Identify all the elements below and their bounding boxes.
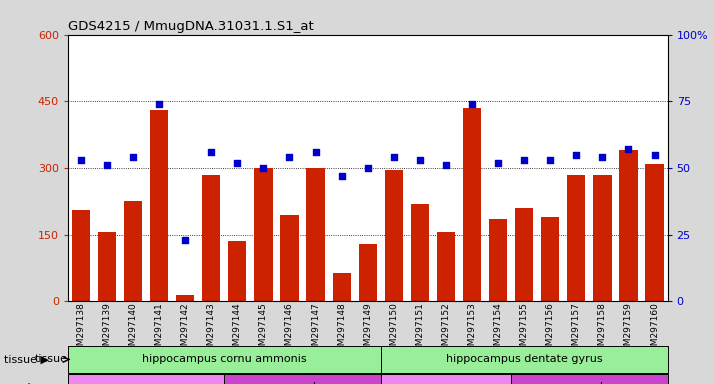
Text: GSM297140: GSM297140 bbox=[129, 302, 138, 357]
Point bbox=[493, 160, 504, 166]
Text: GSM297153: GSM297153 bbox=[468, 302, 476, 357]
Text: GSM297154: GSM297154 bbox=[493, 302, 503, 357]
Point bbox=[231, 160, 243, 166]
Text: tissue: tissue bbox=[35, 354, 68, 364]
Bar bbox=[381, 346, 668, 373]
Text: GSM297151: GSM297151 bbox=[416, 302, 424, 357]
Bar bbox=[333, 273, 351, 301]
Bar bbox=[281, 215, 298, 301]
Text: age: age bbox=[47, 382, 68, 384]
Text: young: young bbox=[428, 382, 463, 384]
Text: GSM297143: GSM297143 bbox=[207, 302, 216, 357]
Text: GSM297152: GSM297152 bbox=[441, 302, 451, 357]
Point bbox=[623, 146, 634, 152]
Text: GDS4215 / MmugDNA.31031.1.S1_at: GDS4215 / MmugDNA.31031.1.S1_at bbox=[68, 20, 313, 33]
Point bbox=[597, 154, 608, 161]
Bar bbox=[489, 219, 507, 301]
Text: GSM297156: GSM297156 bbox=[545, 302, 555, 357]
Text: GSM297139: GSM297139 bbox=[102, 302, 111, 357]
Point bbox=[336, 173, 347, 179]
Bar bbox=[150, 110, 169, 301]
Point bbox=[414, 157, 426, 163]
Bar bbox=[68, 346, 381, 373]
Point bbox=[362, 165, 373, 171]
Text: GSM297150: GSM297150 bbox=[389, 302, 398, 357]
Text: GSM297145: GSM297145 bbox=[259, 302, 268, 357]
Point bbox=[388, 154, 400, 161]
Text: GSM297138: GSM297138 bbox=[76, 302, 86, 357]
Point bbox=[206, 149, 217, 155]
Bar bbox=[98, 232, 116, 301]
Point bbox=[154, 101, 165, 107]
Text: GSM297148: GSM297148 bbox=[337, 302, 346, 357]
Point bbox=[179, 237, 191, 243]
Point bbox=[649, 152, 660, 158]
Bar bbox=[411, 204, 429, 301]
Text: GSM297158: GSM297158 bbox=[598, 302, 607, 357]
Point bbox=[441, 162, 452, 169]
Point bbox=[466, 101, 478, 107]
Bar bbox=[224, 374, 381, 384]
Bar bbox=[254, 168, 273, 301]
Bar bbox=[567, 175, 585, 301]
Text: aged: aged bbox=[575, 382, 603, 384]
Point bbox=[518, 157, 530, 163]
Text: hippocampus dentate gyrus: hippocampus dentate gyrus bbox=[446, 354, 603, 364]
Bar bbox=[593, 175, 611, 301]
Point bbox=[310, 149, 321, 155]
Bar bbox=[385, 170, 403, 301]
Text: age ▶: age ▶ bbox=[4, 382, 36, 384]
Text: hippocampus cornu ammonis: hippocampus cornu ammonis bbox=[142, 354, 306, 364]
Text: GSM297157: GSM297157 bbox=[572, 302, 580, 357]
Text: aged: aged bbox=[288, 382, 316, 384]
Text: GSM297141: GSM297141 bbox=[155, 302, 164, 357]
Bar bbox=[358, 243, 377, 301]
Bar bbox=[437, 232, 455, 301]
Text: GSM297149: GSM297149 bbox=[363, 302, 372, 357]
Bar bbox=[202, 175, 221, 301]
Point bbox=[127, 154, 139, 161]
Point bbox=[75, 157, 86, 163]
Point bbox=[545, 157, 556, 163]
Bar bbox=[71, 210, 90, 301]
Text: tissue ▶: tissue ▶ bbox=[4, 354, 49, 364]
Text: GSM297160: GSM297160 bbox=[650, 302, 659, 357]
Bar bbox=[515, 208, 533, 301]
Point bbox=[258, 165, 269, 171]
Point bbox=[101, 162, 113, 169]
Bar bbox=[619, 150, 638, 301]
Bar bbox=[463, 108, 481, 301]
Text: GSM297159: GSM297159 bbox=[624, 302, 633, 357]
Bar bbox=[511, 374, 668, 384]
Bar bbox=[306, 168, 325, 301]
Bar bbox=[176, 295, 194, 301]
Point bbox=[570, 152, 582, 158]
Text: GSM297147: GSM297147 bbox=[311, 302, 320, 357]
Bar bbox=[381, 374, 511, 384]
Bar bbox=[228, 242, 246, 301]
Text: GSM297144: GSM297144 bbox=[233, 302, 242, 357]
Bar bbox=[645, 164, 664, 301]
Text: young: young bbox=[129, 382, 164, 384]
Text: GSM297142: GSM297142 bbox=[181, 302, 190, 357]
Bar bbox=[68, 374, 224, 384]
Point bbox=[283, 154, 295, 161]
Bar bbox=[541, 217, 559, 301]
Text: GSM297155: GSM297155 bbox=[520, 302, 528, 357]
Bar bbox=[124, 201, 142, 301]
Text: GSM297146: GSM297146 bbox=[285, 302, 294, 357]
